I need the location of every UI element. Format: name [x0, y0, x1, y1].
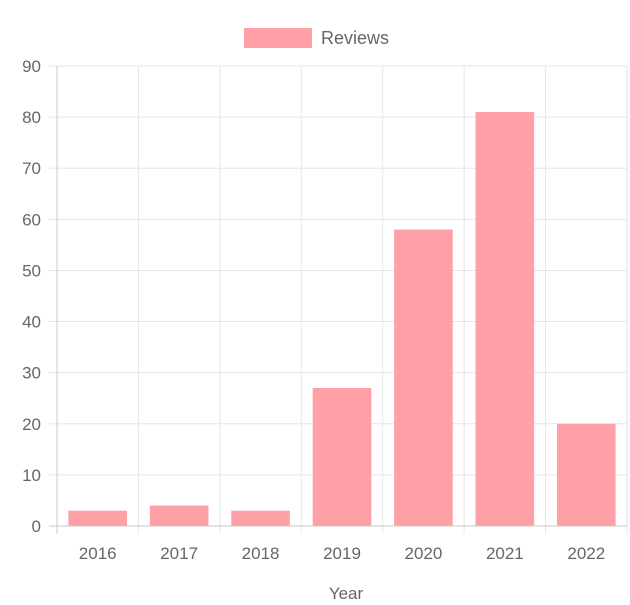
- bar-2019[interactable]: [312, 388, 372, 526]
- axes: [56, 66, 627, 527]
- y-tick-label: 10: [22, 466, 41, 485]
- bar-2020[interactable]: [394, 229, 453, 527]
- y-tick-label: 40: [22, 313, 41, 332]
- x-tick-label: 2020: [405, 544, 443, 563]
- bar-2016[interactable]: [68, 510, 128, 526]
- x-tick-label: 2022: [567, 544, 605, 563]
- x-tick-label: 2016: [79, 544, 117, 563]
- bars: [68, 112, 616, 527]
- y-tick-label: 0: [32, 517, 41, 536]
- x-axis-title: Year: [329, 584, 364, 603]
- legend[interactable]: Reviews: [244, 28, 389, 48]
- y-tick-label: 70: [22, 159, 41, 178]
- y-tick-label: 60: [22, 210, 41, 229]
- bar-2022[interactable]: [556, 423, 616, 526]
- x-tick-label: 2017: [160, 544, 198, 563]
- legend-swatch-reviews[interactable]: [244, 28, 312, 48]
- bar-2021[interactable]: [475, 112, 535, 526]
- x-tick-labels: 2016 2017 2018 2019 2020 2021 2022: [79, 544, 605, 563]
- y-tick-label: 80: [22, 108, 41, 127]
- bar-2017[interactable]: [149, 505, 209, 526]
- y-tick-label: 50: [22, 261, 41, 280]
- legend-label-reviews[interactable]: Reviews: [321, 28, 389, 48]
- x-tick-label: 2019: [323, 544, 361, 563]
- x-tick-label: 2018: [242, 544, 280, 563]
- y-tick-label: 90: [22, 57, 41, 76]
- y-tick-labels: 0 10 20 30 40 50 60 70 80 90: [22, 57, 41, 536]
- x-tick-label: 2021: [486, 544, 524, 563]
- bar-2018[interactable]: [231, 510, 290, 526]
- y-tick-label: 30: [22, 364, 41, 383]
- y-tick-label: 20: [22, 415, 41, 434]
